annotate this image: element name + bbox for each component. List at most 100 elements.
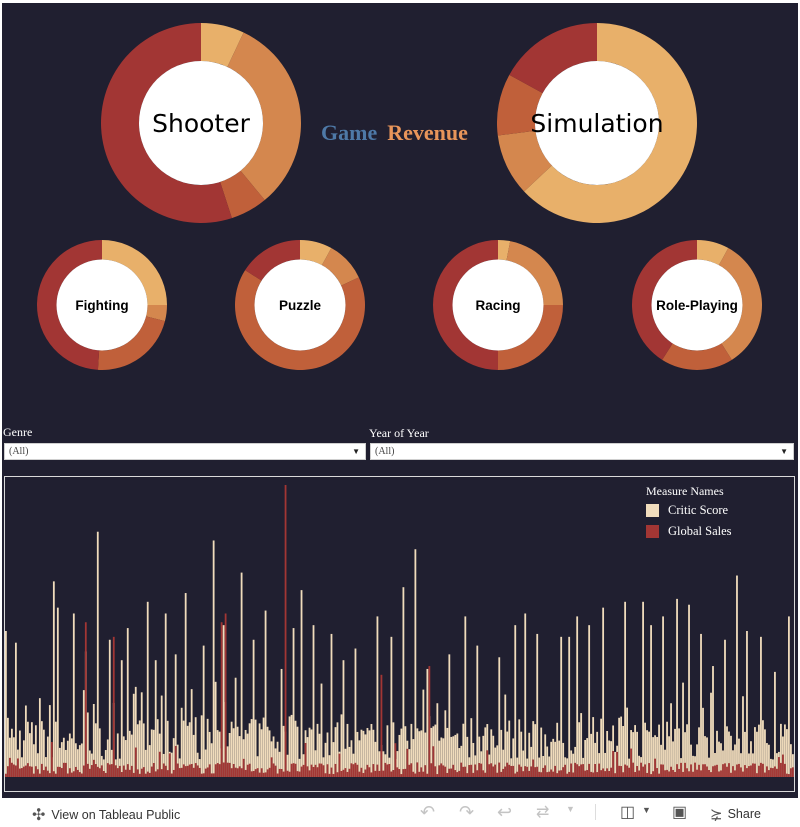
critic-score-bar[interactable]: [552, 738, 555, 777]
global-sales-bar[interactable]: [338, 753, 341, 777]
global-sales-bar[interactable]: [686, 768, 688, 777]
critic-score-bar[interactable]: [46, 736, 49, 777]
critic-score-bar[interactable]: [762, 720, 764, 777]
global-sales-bar[interactable]: [588, 763, 591, 777]
critic-score-bar[interactable]: [60, 742, 63, 777]
genre-filter-select[interactable]: (All) ▼: [4, 443, 366, 460]
critic-score-bar[interactable]: [36, 753, 39, 777]
global-sales-bar[interactable]: [414, 773, 417, 777]
critic-score-bar[interactable]: [426, 668, 429, 777]
global-sales-bar[interactable]: [266, 769, 269, 777]
global-sales-bar[interactable]: [192, 767, 195, 777]
global-sales-bar[interactable]: [28, 766, 31, 777]
critic-score-bar[interactable]: [746, 631, 748, 777]
global-sales-bar[interactable]: [500, 771, 503, 777]
critic-score-bar[interactable]: [122, 736, 125, 777]
critic-score-bar[interactable]: [572, 753, 575, 777]
critic-score-bar[interactable]: [310, 729, 313, 777]
roleplaying-segment-0[interactable]: [697, 240, 729, 266]
critic-score-bar[interactable]: [26, 721, 29, 777]
critic-score-bar[interactable]: [396, 751, 399, 777]
global-sales-bar[interactable]: [390, 771, 393, 777]
global-sales-bar[interactable]: [730, 772, 732, 777]
critic-score-bar[interactable]: [398, 734, 401, 777]
critic-score-bar[interactable]: [148, 745, 151, 777]
critic-score-bar[interactable]: [334, 727, 337, 777]
critic-score-bar[interactable]: [96, 531, 99, 777]
global-sales-bar[interactable]: [392, 770, 395, 777]
global-sales-bar[interactable]: [476, 770, 479, 777]
puzzle-segment-1[interactable]: [321, 248, 359, 286]
puzzle-donut[interactable]: [235, 240, 365, 370]
global-sales-bar[interactable]: [602, 768, 605, 777]
critic-score-bar[interactable]: [296, 726, 299, 777]
critic-score-bar[interactable]: [594, 742, 597, 777]
global-sales-bar[interactable]: [740, 767, 742, 777]
global-sales-bar[interactable]: [678, 768, 680, 777]
global-sales-bar[interactable]: [714, 765, 716, 778]
global-sales-bar[interactable]: [452, 764, 455, 777]
global-sales-bar[interactable]: [292, 763, 295, 777]
critic-score-bar[interactable]: [768, 744, 770, 777]
critic-score-bar[interactable]: [66, 740, 69, 777]
critic-score-bar[interactable]: [784, 724, 786, 777]
critic-score-bar[interactable]: [464, 616, 467, 777]
critic-score-bar[interactable]: [326, 732, 329, 777]
global-sales-bar[interactable]: [238, 766, 241, 777]
global-sales-bar[interactable]: [298, 771, 301, 777]
global-sales-bar[interactable]: [286, 770, 289, 777]
global-sales-bar[interactable]: [670, 766, 672, 777]
critic-score-bar[interactable]: [658, 724, 660, 777]
critic-score-bar[interactable]: [738, 738, 740, 777]
global-sales-bar[interactable]: [122, 765, 125, 777]
critic-score-bar[interactable]: [252, 639, 255, 777]
global-sales-bar[interactable]: [124, 769, 127, 777]
critic-score-bar[interactable]: [446, 727, 449, 777]
global-sales-bar[interactable]: [30, 766, 33, 777]
critic-score-bar[interactable]: [208, 731, 211, 777]
critic-score-bar[interactable]: [214, 681, 217, 777]
critic-score-bar[interactable]: [266, 726, 269, 777]
global-sales-bar[interactable]: [116, 768, 119, 777]
critic-score-bar[interactable]: [160, 695, 163, 777]
global-sales-bar[interactable]: [504, 766, 507, 777]
global-sales-bar[interactable]: [506, 762, 509, 777]
critic-score-bar[interactable]: [574, 746, 577, 777]
critic-score-bar[interactable]: [186, 725, 189, 777]
global-sales-bar[interactable]: [442, 765, 445, 777]
global-sales-bar[interactable]: [622, 772, 625, 777]
global-sales-bar[interactable]: [498, 762, 501, 777]
global-sales-bar[interactable]: [130, 765, 133, 777]
global-sales-bar[interactable]: [556, 773, 559, 777]
global-sales-bar[interactable]: [164, 765, 167, 777]
critic-score-bar[interactable]: [140, 692, 143, 777]
global-sales-bar[interactable]: [372, 764, 375, 777]
critic-score-bar[interactable]: [632, 732, 635, 777]
global-sales-bar[interactable]: [772, 768, 774, 777]
global-sales-bar[interactable]: [348, 768, 351, 777]
global-sales-bar[interactable]: [562, 767, 565, 777]
global-sales-bar[interactable]: [778, 757, 780, 777]
global-sales-bar[interactable]: [66, 773, 69, 777]
critic-score-bar[interactable]: [562, 742, 565, 777]
global-sales-bar[interactable]: [214, 764, 217, 777]
critic-score-bar[interactable]: [184, 593, 187, 777]
undo-icon[interactable]: ↶: [420, 802, 436, 822]
global-sales-bar[interactable]: [134, 747, 137, 777]
global-sales-bar[interactable]: [658, 773, 660, 777]
global-sales-bar[interactable]: [536, 766, 539, 777]
dropdown-arrow-icon[interactable]: ▼: [352, 447, 360, 456]
global-sales-bar[interactable]: [48, 773, 51, 777]
critic-score-bar[interactable]: [348, 746, 351, 777]
global-sales-bar[interactable]: [172, 769, 175, 777]
critic-score-bar[interactable]: [22, 740, 25, 777]
global-sales-bar[interactable]: [328, 773, 331, 777]
critic-score-bar[interactable]: [5, 631, 7, 777]
redo-icon[interactable]: ↷: [459, 802, 475, 822]
global-sales-bar[interactable]: [24, 765, 27, 777]
fighting-segment-0[interactable]: [102, 240, 167, 305]
global-sales-bar[interactable]: [444, 766, 447, 777]
critic-score-bar[interactable]: [734, 744, 736, 777]
global-sales-bar[interactable]: [92, 759, 95, 777]
fighting-segment-1[interactable]: [146, 305, 167, 322]
